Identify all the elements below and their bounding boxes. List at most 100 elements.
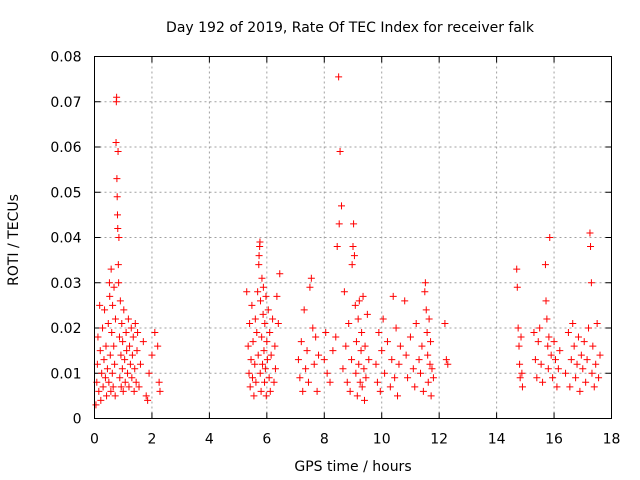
data-point [360,365,368,373]
data-point [361,342,369,350]
data-point [269,315,277,323]
data-point [132,378,140,386]
data-point [373,378,381,386]
data-point [415,356,423,364]
data-point [582,378,590,386]
data-point [151,329,159,337]
data-point [358,383,366,391]
data-point [108,329,116,337]
data-point [92,401,100,409]
data-point [144,396,152,404]
data-point [315,351,323,359]
data-point [128,351,136,359]
data-point [429,374,437,382]
data-point [411,383,419,391]
data-point [587,279,595,287]
data-point [273,292,281,300]
data-point [542,297,550,305]
data-point [428,365,436,373]
x-tick-label: 8 [320,432,329,448]
data-point [123,347,131,355]
data-point [336,148,344,156]
data-points [92,73,604,409]
data-point [114,148,122,156]
data-point [117,351,125,359]
y-tick-label: 0.08 [50,50,81,66]
data-point [348,261,356,269]
data-point [546,234,554,241]
data-point [257,297,265,305]
data-point [577,351,585,359]
data-point [248,301,256,309]
data-point [95,387,103,395]
data-point [516,360,524,368]
data-point [260,347,268,355]
data-point [537,360,545,368]
data-point [549,374,557,382]
data-point [566,383,574,391]
data-point [376,387,384,395]
data-point [442,356,450,364]
data-point [117,383,125,391]
data-point [109,383,117,391]
data-point [309,324,317,332]
data-point [531,356,539,364]
data-point [335,73,343,81]
x-tick-label: 2 [147,432,156,448]
data-point [595,374,603,382]
data-point [119,387,127,395]
data-point [246,383,254,391]
data-point [406,333,414,341]
data-point [108,369,116,377]
data-point [516,374,524,382]
data-point [128,374,136,382]
data-point [424,378,432,386]
data-point [101,374,109,382]
data-point [263,338,271,346]
data-point [130,387,138,395]
data-point [329,347,337,355]
data-point [345,319,353,327]
data-point [576,387,584,395]
data-point [110,342,118,350]
data-point [262,392,270,400]
data-point [245,369,253,377]
data-point [248,374,256,382]
data-point [121,356,129,364]
data-point [110,283,118,291]
data-point [145,369,153,377]
data-point [533,374,541,382]
x-tick-label: 16 [545,432,563,448]
data-point [343,378,351,386]
data-point [261,378,269,386]
data-point [251,360,259,368]
data-point [544,365,552,373]
data-point [114,224,122,232]
data-point [404,374,412,382]
data-point [419,387,427,395]
y-tick-label: 0 [73,412,82,428]
data-point [131,365,139,373]
data-point [97,396,105,404]
data-point [271,365,279,373]
data-point [589,342,597,350]
data-point [252,378,260,386]
data-point [586,229,594,237]
data-point [254,288,262,296]
x-tick-label: 18 [603,432,621,448]
data-point [256,238,264,246]
y-tick-label: 0.06 [50,140,81,156]
data-point [356,378,364,386]
data-point [579,365,587,373]
data-point [402,351,410,359]
data-point [148,351,156,359]
data-point [109,301,117,309]
data-point [562,369,570,377]
chart-title: Day 192 of 2019, Rate Of TEC Index for r… [166,20,535,36]
data-point [125,383,133,391]
data-point [375,329,383,337]
data-point [134,329,142,337]
data-point [572,374,580,382]
data-point [115,333,123,341]
